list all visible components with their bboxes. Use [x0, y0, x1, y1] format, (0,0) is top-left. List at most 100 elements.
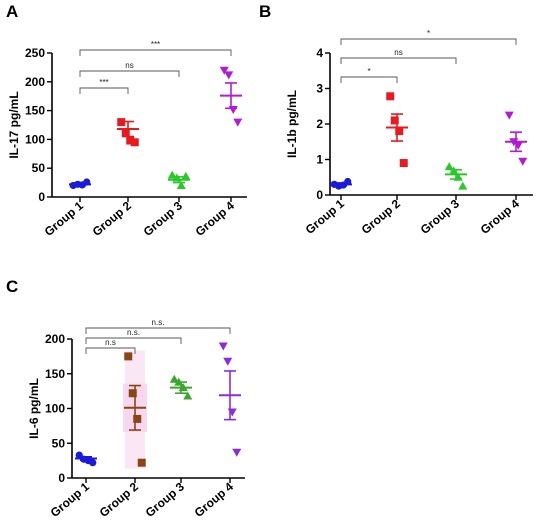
data-point	[344, 177, 352, 186]
significance-label: ***	[151, 40, 160, 49]
y-axis-title: IL-17 pg/mL	[7, 91, 21, 158]
data-point	[223, 357, 233, 366]
data-point	[386, 92, 395, 101]
significance-label: n.s.	[127, 328, 140, 337]
chart-panel-b: 0 1 2 3 4 IL-1b pg/mL Group 1 Group 2 Group 3 Gro…	[285, 29, 533, 237]
y-tick-label: 200	[25, 75, 45, 89]
data-point	[458, 181, 468, 190]
significance-bracket	[340, 76, 398, 83]
x-tick-label: Group 1	[48, 479, 92, 520]
data-point	[218, 342, 228, 351]
series-group-3	[444, 162, 468, 190]
y-tick-label: 0	[58, 471, 65, 485]
data-point	[453, 172, 463, 181]
panel-label-b: B	[259, 2, 272, 21]
series-group-3	[169, 374, 193, 400]
significance-bracket	[79, 87, 129, 94]
x-tick-label: Group 2	[90, 198, 134, 239]
x-tick-label: Group 1	[303, 196, 347, 237]
x-tick-label: Group 3	[143, 479, 187, 520]
significance-label: n.s.	[152, 318, 165, 327]
data-point	[228, 105, 238, 114]
data-point	[390, 116, 399, 125]
data-point	[183, 391, 193, 400]
y-tick-label: 4	[316, 46, 323, 60]
data-point	[504, 111, 514, 120]
series-group-2	[386, 92, 408, 168]
data-point	[227, 408, 237, 417]
data-point	[513, 141, 523, 150]
series-group-4	[218, 342, 242, 457]
data-point	[219, 66, 229, 75]
y-tick-label: 50	[52, 436, 66, 450]
data-point	[174, 377, 184, 386]
y-tick-label: 100	[45, 402, 65, 416]
significance-label: *	[367, 67, 370, 76]
y-tick-label: 150	[45, 367, 65, 381]
y-tick-label: 1	[316, 153, 323, 167]
x-tick-label: Group 4	[478, 196, 522, 237]
panel-label-a: A	[6, 2, 19, 21]
data-point	[176, 180, 186, 189]
significance-label: ***	[99, 78, 108, 87]
series-group-2	[117, 118, 139, 147]
x-tick-label: Group 4	[193, 198, 237, 239]
data-point	[130, 138, 139, 147]
significance-bracket	[85, 337, 182, 344]
data-point	[224, 71, 234, 80]
y-tick-label: 2	[316, 117, 323, 131]
data-point	[518, 157, 528, 166]
data-point	[181, 171, 191, 180]
significance-label: ns	[394, 48, 402, 57]
significance-bracket	[340, 38, 517, 45]
significance-bracket	[340, 57, 457, 64]
data-point	[133, 414, 142, 423]
data-point	[126, 136, 135, 145]
data-point	[124, 352, 133, 361]
data-point	[444, 162, 454, 171]
data-point	[395, 127, 404, 136]
series-group-1	[330, 177, 352, 190]
series-group-4	[219, 66, 243, 127]
y-axis-title: IL-6 pg/mL	[27, 378, 41, 439]
data-point	[121, 128, 130, 137]
x-tick-label: Group 3	[418, 196, 462, 237]
y-tick-label: 100	[25, 132, 45, 146]
data-point	[89, 459, 97, 467]
data-point	[232, 448, 242, 457]
y-axis-title: IL-1b pg/mL	[285, 90, 299, 158]
y-tick-label: 200	[45, 332, 65, 346]
data-point	[167, 170, 177, 179]
y-tick-label: 50	[32, 161, 46, 175]
y-tick-label: 150	[25, 104, 45, 118]
series-group-3	[167, 170, 191, 189]
significance-bracket	[79, 49, 232, 56]
y-tick-label: 0	[316, 188, 323, 202]
significance-bracket	[79, 70, 180, 77]
x-tick-label: Group 3	[141, 198, 185, 239]
significance-bracket	[85, 347, 136, 354]
data-point	[233, 118, 243, 127]
x-tick-label: Group 2	[359, 196, 403, 237]
significance-bracket	[85, 327, 231, 334]
significance-label: ns	[125, 61, 133, 70]
data-point	[137, 458, 146, 467]
data-point	[449, 166, 459, 175]
x-tick-label: Group 4	[192, 479, 236, 520]
series-group-1	[75, 451, 97, 467]
panel-label-c: C	[6, 277, 19, 296]
y-tick-label: 0	[38, 190, 45, 204]
data-point	[117, 118, 126, 127]
series-group-4	[504, 111, 528, 166]
data-point	[169, 374, 179, 383]
significance-label: *	[427, 29, 430, 38]
y-tick-label: 3	[316, 82, 323, 96]
y-tick-label: 250	[25, 46, 45, 60]
data-point	[399, 159, 408, 168]
series-group-1	[69, 178, 91, 190]
chart-panel-a: 0 50 100 150 200 250 IL-17 pg/mL Group 1 Group 2…	[7, 40, 247, 239]
data-point	[128, 389, 137, 398]
x-tick-label: Group 1	[42, 198, 86, 239]
